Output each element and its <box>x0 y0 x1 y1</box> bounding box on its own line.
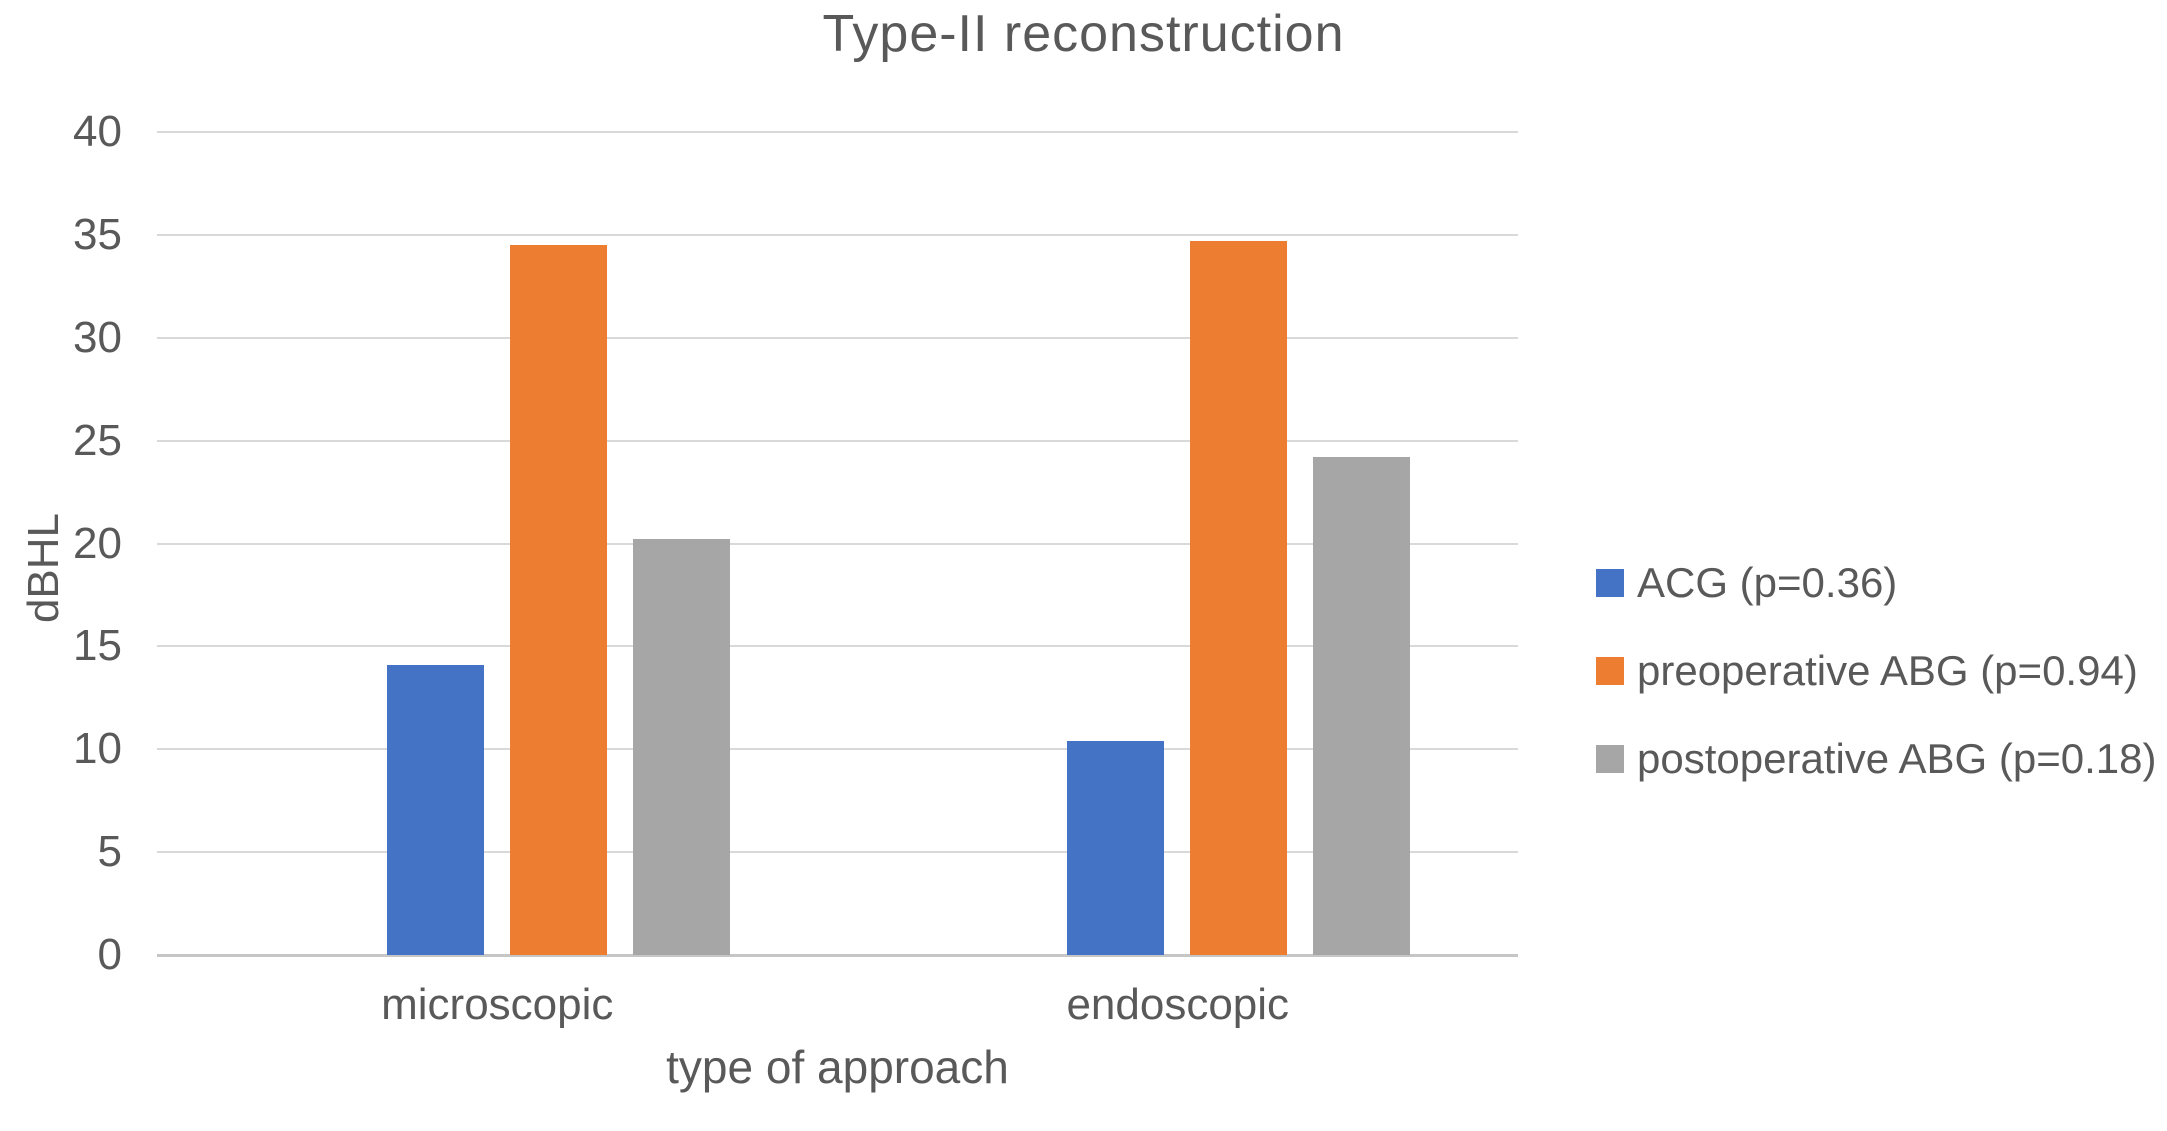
y-tick-label: 15 <box>73 621 122 671</box>
legend: ACG (p=0.36) preoperative ABG (p=0.94) pos… <box>1596 558 2156 822</box>
gridline <box>157 748 1518 751</box>
legend-item: ACG (p=0.36) <box>1596 558 2156 608</box>
legend-label: ACG (p=0.36) <box>1637 559 1898 606</box>
legend-swatch-icon <box>1596 745 1624 773</box>
y-tick-label: 0 <box>97 930 122 979</box>
bar-microscopic-preoperative <box>509 245 607 955</box>
x-tick-label-microscopic: microscopic <box>381 980 614 1029</box>
gridline <box>157 131 1518 133</box>
gridline <box>157 336 1518 339</box>
x-tick-label-endoscopic: endoscopic <box>1066 980 1290 1029</box>
bar-endoscopic-preoperative <box>1190 241 1288 955</box>
bar-microscopic-postoperative <box>632 539 730 955</box>
legend-item: postoperative ABG (p=0.18) <box>1596 734 2156 784</box>
plot-area <box>157 131 1518 957</box>
y-tick-label: 40 <box>73 107 122 156</box>
gridline <box>157 233 1518 236</box>
chart-title: Type-II reconstruction <box>822 5 1345 63</box>
legend-swatch-icon <box>1596 657 1624 685</box>
gridline <box>157 542 1518 545</box>
y-tick-label: 30 <box>73 312 122 362</box>
y-tick-label: 10 <box>73 724 122 774</box>
x-axis-line <box>157 954 1518 957</box>
y-tick-label: 5 <box>97 827 122 877</box>
y-tick-label: 25 <box>73 415 122 465</box>
legend-item: preoperative ABG (p=0.94) <box>1596 646 2156 696</box>
gridline <box>157 645 1518 648</box>
gridline <box>157 851 1518 854</box>
y-tick-label: 35 <box>73 209 122 259</box>
x-axis-title: type of approach <box>666 1041 1009 1093</box>
gridline <box>157 439 1518 442</box>
bar-microscopic-acg <box>386 664 484 955</box>
legend-label: preoperative ABG (p=0.94) <box>1637 647 2138 694</box>
bar-endoscopic-acg <box>1067 741 1165 955</box>
legend-swatch-icon <box>1596 569 1624 597</box>
legend-label: postoperative ABG (p=0.18) <box>1637 735 2157 782</box>
y-tick-label: 20 <box>73 518 122 568</box>
bar-endoscopic-postoperative <box>1313 457 1411 955</box>
